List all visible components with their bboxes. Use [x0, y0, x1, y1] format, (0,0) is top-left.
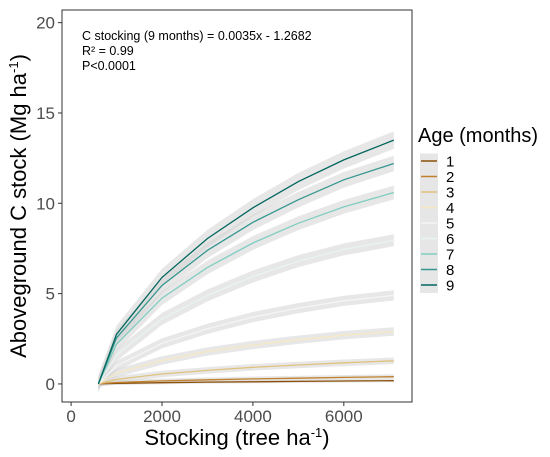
y-tick-label: 0: [46, 375, 55, 394]
y-tick-label: 15: [36, 104, 55, 123]
x-tick-label: 4000: [234, 407, 272, 426]
series-lines: [97, 139, 395, 385]
line-series-9: [97, 139, 395, 385]
line-series-4: [98, 330, 394, 385]
line-series-3: [98, 360, 394, 385]
x-axis-ticks: 0 2000 4000 6000: [66, 402, 363, 426]
band-series-3: [98, 357, 394, 388]
y-axis-ticks: 0 5 10 15 20: [36, 14, 62, 394]
legend-label-5: 5: [446, 216, 454, 233]
annotation-equation: C stocking (9 months) = 0.0035x - 1.2682: [82, 29, 312, 43]
legend-title: Age (months): [418, 125, 538, 147]
legend-label-2: 2: [446, 169, 454, 186]
y-axis-title: Aboveground C stock (Mg ha-1): [6, 54, 31, 358]
legend-label-3: 3: [446, 185, 454, 202]
band-series-8: [98, 155, 394, 392]
line-series-5: [97, 294, 394, 385]
x-axis-title: Stocking (tree ha-1): [144, 425, 329, 450]
legend-label-1: 1: [446, 154, 454, 171]
legend-label-6: 6: [446, 231, 454, 248]
x-tick-label: 6000: [325, 407, 363, 426]
line-series-7: [97, 191, 394, 385]
band-series-5: [98, 290, 394, 389]
band-series-9: [98, 131, 394, 393]
band-series-7: [98, 185, 394, 391]
line-series-2: [98, 376, 394, 385]
x-tick-label: 0: [66, 407, 75, 426]
y-tick-label: 20: [36, 14, 55, 33]
legend-label-4: 4: [446, 200, 454, 217]
y-tick-label: 10: [36, 194, 55, 213]
annotation-r-squared: R² = 0.99: [82, 44, 134, 58]
line-series-6: [97, 239, 394, 385]
y-tick-label: 5: [46, 285, 55, 304]
band-series-6: [98, 234, 394, 390]
legend-label-8: 8: [446, 262, 454, 279]
line-series-8: [97, 162, 395, 385]
annotation-p-value: P<0.0001: [82, 59, 136, 73]
line-series-1: [98, 380, 394, 385]
x-tick-label: 2000: [143, 407, 181, 426]
legend-label-9: 9: [446, 278, 454, 295]
legend-label-7: 7: [446, 247, 454, 264]
